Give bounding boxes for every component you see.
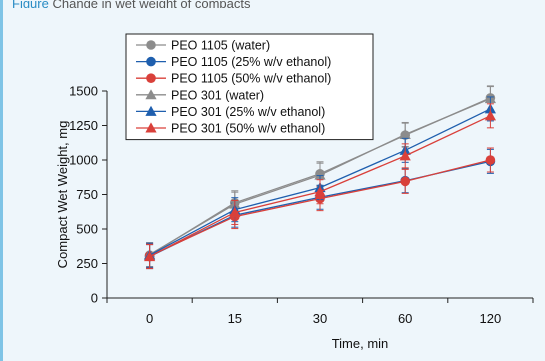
chart-series-layer xyxy=(144,85,496,270)
caption-text: Change in wet weight of compacts xyxy=(52,0,251,8)
legend-item: PEO 301 (50% w/v ethanol) xyxy=(136,122,325,136)
legend-label: PEO 1105 (water) xyxy=(171,39,270,53)
y-tick-label: 1250 xyxy=(69,118,98,133)
y-tick-label: 1500 xyxy=(69,84,98,99)
data-point xyxy=(399,128,411,139)
x-tick-label: 15 xyxy=(228,311,242,326)
y-tick-label: 750 xyxy=(76,187,98,202)
data-point xyxy=(400,176,411,187)
legend-swatch-marker xyxy=(145,105,157,116)
legend-item: PEO 1105 (water) xyxy=(136,39,270,53)
legend-item: PEO 1105 (25% w/v ethanol) xyxy=(136,55,331,69)
legend-label: PEO 301 (50% w/v ethanol) xyxy=(171,122,325,136)
legend-swatch-marker xyxy=(146,56,156,67)
legend-item: PEO 301 (water) xyxy=(136,88,264,102)
y-tick-label: 0 xyxy=(91,291,98,306)
legend-label: PEO 1105 (25% w/v ethanol) xyxy=(171,55,331,69)
data-point xyxy=(144,251,156,262)
y-tick-label: 500 xyxy=(76,222,98,237)
legend-swatch-marker xyxy=(145,122,157,133)
left-accent-bar xyxy=(0,0,3,361)
x-tick-label: 30 xyxy=(313,311,327,326)
chart-legend: PEO 1105 (water) PEO 1105 (25% w/v ethano… xyxy=(125,33,374,141)
chart-axes: 0 250 500 750 1000 1250 1500 0 15 30 60 120 xyxy=(69,84,534,326)
data-point xyxy=(314,186,326,197)
x-axis-title: Time, min xyxy=(332,336,389,351)
figure-caption: Figure Change in wet weight of compacts xyxy=(12,0,250,8)
data-point xyxy=(314,169,326,180)
data-point xyxy=(485,155,496,165)
data-point xyxy=(484,110,496,121)
legend-item: PEO 1105 (50% w/v ethanol) xyxy=(136,72,331,86)
caption-prefix: Figure xyxy=(12,0,49,8)
legend-label: PEO 301 (water) xyxy=(171,88,264,102)
legend-swatch-marker xyxy=(146,40,156,50)
data-point xyxy=(399,150,411,161)
y-tick-label: 250 xyxy=(76,256,98,271)
x-tick-label: 60 xyxy=(398,311,412,326)
legend-label: PEO 301 (25% w/v ethanol) xyxy=(171,105,325,119)
legend-label: PEO 1105 (50% w/v ethanol) xyxy=(171,72,331,86)
legend-swatch-marker xyxy=(146,73,156,83)
data-point xyxy=(229,206,241,217)
y-axis-title: Compact Wet Weight, mg xyxy=(55,121,70,269)
series-6 xyxy=(144,103,496,270)
y-tick-label: 1000 xyxy=(69,153,98,168)
legend-item: PEO 301 (25% w/v ethanol) xyxy=(136,105,325,119)
legend-box xyxy=(125,33,374,141)
x-tick-label: 0 xyxy=(146,311,153,326)
legend-swatch-marker xyxy=(145,89,157,100)
x-tick-label: 120 xyxy=(480,311,502,326)
